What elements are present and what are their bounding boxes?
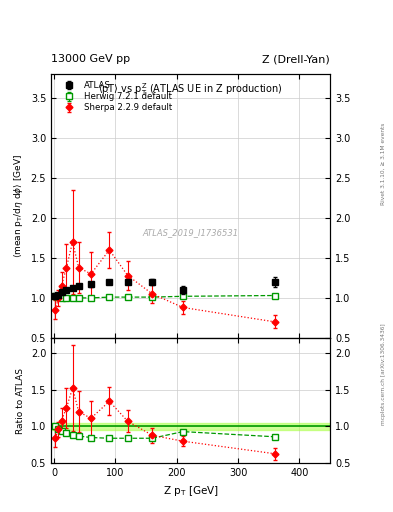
Y-axis label: Ratio to ATLAS: Ratio to ATLAS: [16, 368, 25, 434]
Text: Z (Drell-Yan): Z (Drell-Yan): [263, 54, 330, 64]
Text: mcplots.cern.ch [arXiv:1306.3436]: mcplots.cern.ch [arXiv:1306.3436]: [381, 323, 386, 424]
Text: ATLAS_2019_I1736531: ATLAS_2019_I1736531: [143, 228, 239, 237]
Y-axis label: $\langle$mean p$_\mathsf{T}$/d$\eta$ d$\phi\rangle$ [GeV]: $\langle$mean p$_\mathsf{T}$/d$\eta$ d$\…: [12, 154, 25, 258]
Bar: [51, 423, 330, 430]
Text: $\langle$pT$\rangle$ vs p$_\mathsf{T}^\mathsf{Z}$ (ATLAS UE in Z production): $\langle$pT$\rangle$ vs p$_\mathsf{T}^\m…: [98, 81, 283, 98]
Legend: ATLAS, Herwig 7.2.1 default, Sherpa 2.2.9 default: ATLAS, Herwig 7.2.1 default, Sherpa 2.2.…: [55, 78, 174, 115]
X-axis label: Z p$_\mathsf{T}$ [GeV]: Z p$_\mathsf{T}$ [GeV]: [163, 484, 219, 498]
Text: 13000 GeV pp: 13000 GeV pp: [51, 54, 130, 64]
Text: Rivet 3.1.10, ≥ 3.1M events: Rivet 3.1.10, ≥ 3.1M events: [381, 123, 386, 205]
